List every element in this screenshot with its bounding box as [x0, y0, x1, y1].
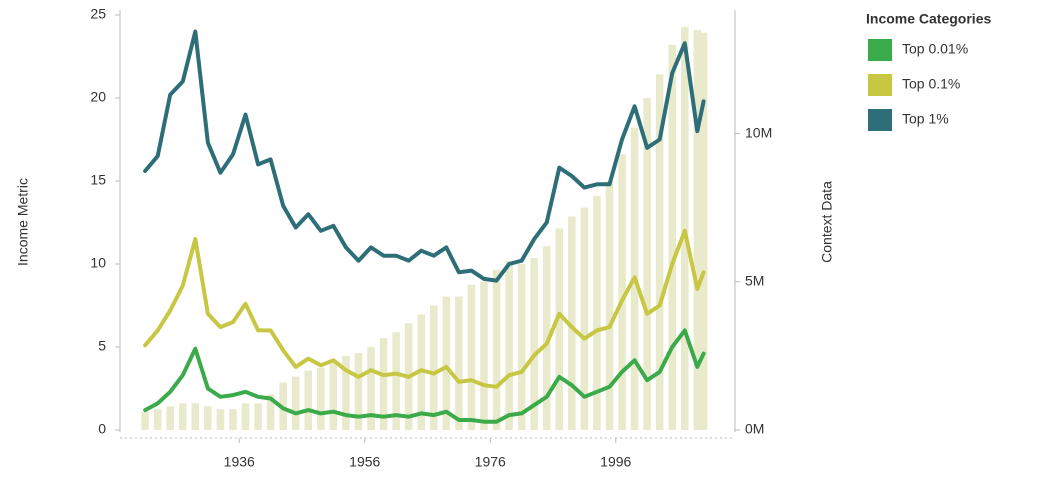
- bar: [643, 98, 651, 430]
- bar: [568, 216, 576, 430]
- y-tick-label: 5: [98, 338, 106, 354]
- bar: [517, 264, 526, 430]
- bar: [254, 403, 262, 430]
- legend-label: Top 1%: [902, 111, 949, 127]
- bar: [442, 296, 451, 430]
- bar: [580, 207, 589, 430]
- bar: [354, 352, 363, 430]
- y-axis-label: Income Metric: [15, 178, 31, 266]
- bar: [367, 347, 375, 430]
- bar: [467, 284, 476, 430]
- bar: [699, 32, 708, 431]
- y-tick-label: 25: [90, 6, 106, 22]
- bar: [329, 361, 338, 430]
- bar: [317, 367, 325, 430]
- bar: [430, 305, 438, 430]
- bar: [141, 412, 149, 430]
- legend-label: Top 0.01%: [902, 41, 968, 57]
- y-tick-label: 20: [90, 89, 106, 105]
- bar: [216, 409, 225, 430]
- y2-tick-label: 5M: [745, 272, 764, 288]
- bar: [229, 409, 237, 430]
- legend-title: Income Categories: [866, 11, 991, 27]
- bar: [505, 261, 513, 430]
- x-tick-label: 1956: [349, 454, 380, 470]
- bar: [153, 409, 162, 430]
- bar: [241, 403, 250, 430]
- x-tick-label: 1996: [600, 454, 631, 470]
- bar: [668, 44, 677, 431]
- bar: [291, 376, 300, 430]
- legend-swatch: [868, 39, 892, 61]
- bar: [693, 29, 702, 430]
- bar: [655, 74, 664, 431]
- bar: [178, 403, 187, 430]
- bar: [542, 246, 551, 430]
- bar: [342, 355, 350, 430]
- bar: [530, 258, 538, 430]
- y2-tick-label: 10M: [745, 124, 772, 140]
- bar: [605, 181, 614, 430]
- x-tick-label: 1976: [475, 454, 506, 470]
- bar: [492, 269, 501, 430]
- legend-swatch: [868, 74, 892, 96]
- line: [143, 328, 706, 424]
- line: [143, 29, 706, 283]
- bar: [266, 394, 275, 430]
- bar: [392, 332, 400, 430]
- y2-axis-label: Context Data: [819, 181, 835, 263]
- y-tick-label: 15: [90, 172, 106, 188]
- bar: [455, 296, 463, 430]
- legend-label: Top 0.1%: [902, 76, 960, 92]
- bar: [191, 403, 200, 430]
- bar: [166, 406, 174, 430]
- line: [143, 228, 706, 389]
- y-tick-label: 0: [98, 421, 106, 437]
- bar: [379, 338, 388, 430]
- bar: [304, 370, 313, 430]
- x-tick-label: 1936: [224, 454, 255, 470]
- bar: [204, 406, 212, 430]
- bar: [555, 228, 564, 430]
- y2-tick-label: 0M: [745, 421, 764, 437]
- bar: [618, 154, 626, 431]
- bar: [593, 195, 601, 430]
- bar: [480, 281, 488, 430]
- y-tick-label: 10: [90, 255, 106, 271]
- bar: [681, 26, 689, 430]
- legend-swatch: [868, 109, 892, 131]
